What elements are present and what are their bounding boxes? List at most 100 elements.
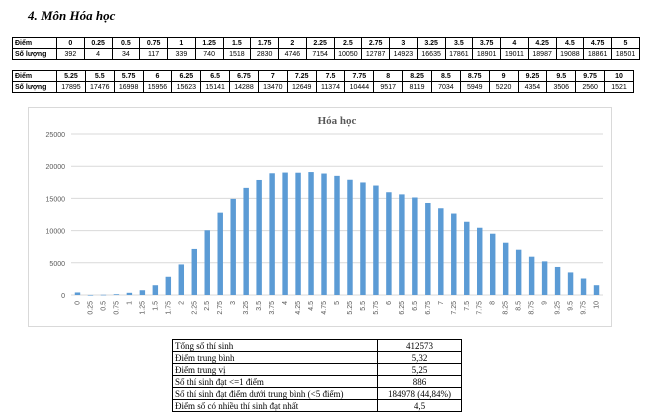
count-cell: 11374 [315,81,346,93]
count-cell: 740 [194,48,224,60]
x-tick-label: 3.25 [243,301,250,315]
bar [321,173,327,295]
summary-label: Điểm số có nhiều thí sinh đạt nhất [172,399,378,412]
score-cell: 6.5 [200,70,231,82]
bar [152,285,159,295]
score-cell: 2.5 [333,37,363,49]
bar [178,264,185,295]
count-cell: 4746 [278,48,307,60]
x-tick-label: 5.25 [347,301,354,315]
x-tick-label: 0 [74,301,81,305]
score-cell: 4.25 [527,37,557,49]
row-label: Số lượng [12,81,57,93]
summary-value: 184978 (44,84%) [377,387,462,400]
x-tick-label: 7.75 [477,301,484,315]
x-tick-label: 1.25 [139,301,146,315]
bar [464,221,470,295]
count-cell: 10050 [333,48,363,60]
score-cell: 4.5 [555,37,585,49]
x-tick-label: 4.25 [295,301,302,315]
summary-label: Số thí sinh đạt <=1 điểm [172,375,378,388]
count-cell: 12787 [361,48,390,60]
score-table-1: Điểm 0 0.25 0.5 0.75 1 1.25 1.5 1.75 2 2.25 2.5 2.75… [12,37,640,60]
bar [74,292,81,295]
score-cell: 7.75 [344,70,375,82]
score-cell: 0.25 [83,37,113,49]
summary-row: Điểm trung bình 5,32 [172,351,462,364]
x-tick-label: 8.25 [503,301,510,315]
score-cell: 1 [167,37,196,49]
score-cell: 1.5 [222,37,252,49]
bar [438,208,444,295]
bar [580,278,587,295]
summary-row: Số thí sinh đạt <=1 điểm 886 [172,375,462,388]
score-cell: 2 [278,37,307,49]
count-cell: 34 [111,48,141,60]
count-cell: 19088 [555,48,585,60]
bar [489,233,496,295]
x-tick-label: 0.25 [87,301,94,315]
summary-row: Số thí sinh đạt điểm dưới trung bình (<5… [172,387,462,400]
score-cell: 9.5 [546,70,577,82]
count-cell: 2560 [575,81,606,93]
bar [502,242,509,295]
x-tick-label: 3.75 [269,301,276,315]
x-tick-label: 1.5 [152,301,159,311]
bar [451,213,457,295]
score-cell: 6 [142,70,173,82]
bar [593,285,600,295]
count-row: Số lượng 392 4 34 117 339 740 1518 2830 4746 7154 1… [12,48,640,60]
score-cell: 6.75 [229,70,259,82]
bar [554,266,561,295]
bar [217,212,223,295]
count-cell: 17895 [56,81,86,93]
bar [528,256,535,295]
bar-chart: Hóa học 0 5000 10000 15000 20000 25000 0 0.25 0.5… [46,115,603,315]
x-tick-label: 3 [230,301,237,305]
count-cell: 18901 [472,48,501,60]
bar [567,272,574,295]
bar [256,179,262,295]
summary-row: Điểm số có nhiều thí sinh đạt nhất 4,5 [172,399,462,412]
summary-label: Tổng số thí sinh [172,339,378,352]
bar [360,182,366,295]
x-tick-label: 7.5 [464,301,471,311]
count-cell: 4354 [517,81,548,93]
score-cell: 3.5 [444,37,474,49]
count-cell: 15623 [171,81,202,93]
count-cell: 5949 [459,81,490,93]
bar [399,194,405,295]
bar [412,197,418,295]
row-label: Điểm [12,70,57,82]
count-cell: 14288 [229,81,259,93]
score-cell: 3.75 [472,37,501,49]
bar [269,173,275,295]
count-cell: 7154 [305,48,335,60]
count-cell: 12649 [286,81,317,93]
count-cell: 1521 [604,81,634,93]
count-cell: 3506 [546,81,577,93]
score-cell: 7.25 [286,70,317,82]
x-tick-label: 5 [334,301,341,305]
summary-row: Tổng số thí sinh 412573 [172,339,462,352]
x-tick-label: 2.25 [191,301,198,315]
x-tick-label: 10 [594,301,601,309]
count-cell: 18501 [611,48,640,60]
x-tick-label: 6.75 [425,301,432,315]
bar [308,172,314,295]
x-tick-label: 5.75 [373,301,380,315]
x-tick-label: 9.25 [555,301,562,315]
count-cell: 117 [139,48,168,60]
summary-value: 5,32 [377,351,462,364]
bar [243,187,249,295]
score-row: Điểm 5.25 5.5 5.75 6 6.25 6.5 6.75 7 7.25 7.5 7.75 8… [12,70,634,82]
count-cell: 4 [83,48,113,60]
count-row: Số lượng 17895 17476 16998 15956 15623 15141 14… [12,81,634,93]
score-cell: 9.75 [575,70,606,82]
score-table-2: Điểm 5.25 5.5 5.75 6 6.25 6.5 6.75 7 7.25 7.5 7.75 8… [12,70,634,93]
summary-label: Số thí sinh đạt điểm dưới trung bình (<5… [172,387,378,400]
bar [295,172,301,295]
summary-table: Tổng số thí sinh 412573 Điểm trung bình 5,3… [172,339,462,412]
score-cell: 1.75 [250,37,279,49]
x-tick-label: 4.75 [321,301,328,315]
